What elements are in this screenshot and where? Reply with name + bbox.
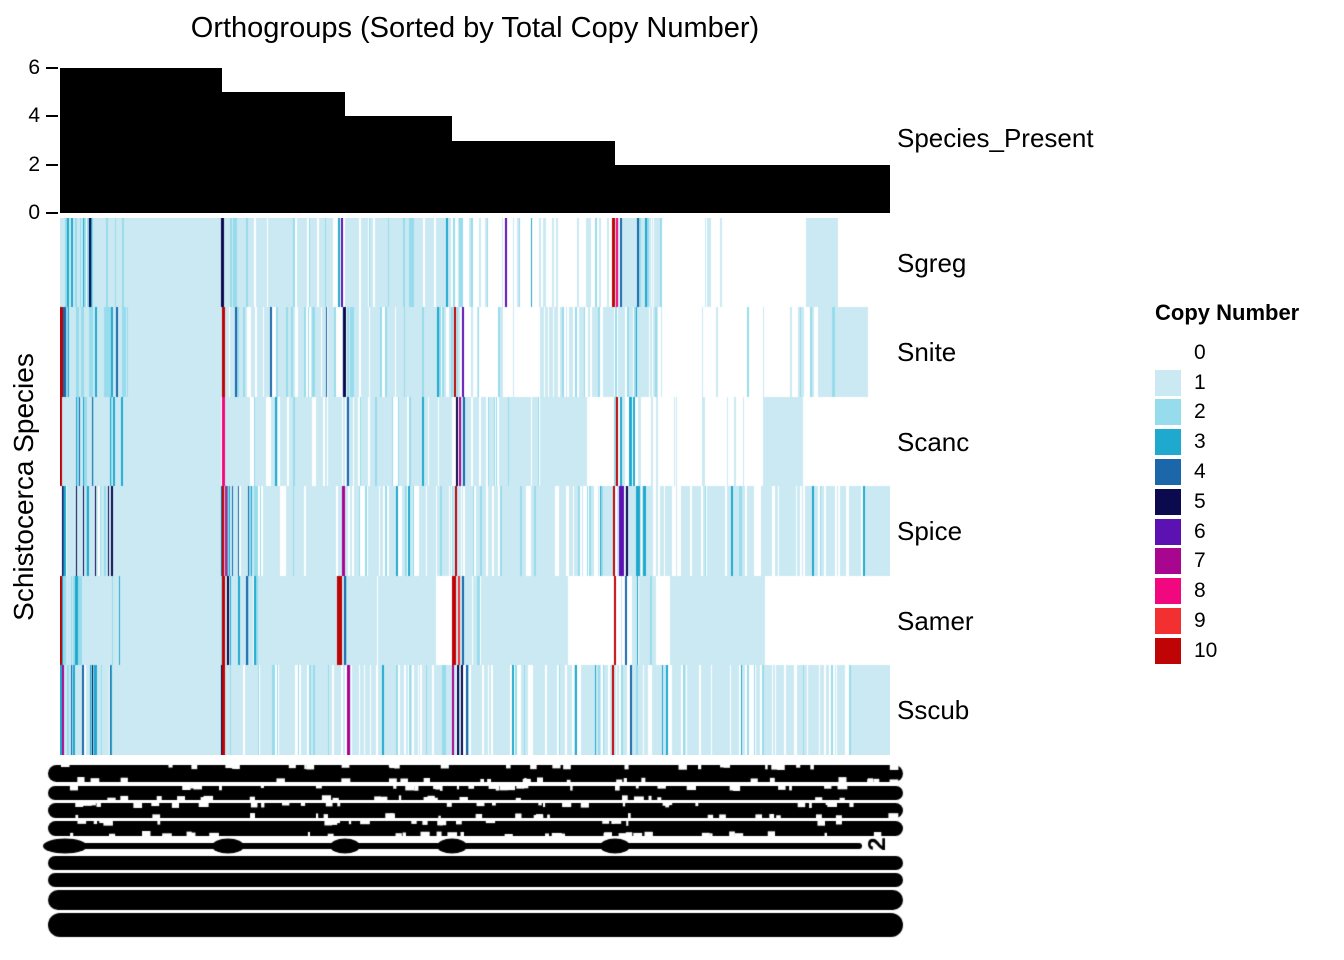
legend-entry-3: 3: [1155, 427, 1299, 457]
legend-swatch: [1155, 369, 1181, 396]
heatmap-canvas: [60, 218, 890, 755]
species-present-bar: [345, 116, 452, 213]
legend-swatch: [1155, 429, 1181, 456]
species-present-bar: [60, 68, 222, 213]
row-label-snite: Snite: [897, 337, 957, 368]
legend-swatch: [1155, 518, 1181, 545]
annotation-tick-label: 4: [28, 104, 40, 128]
legend-value: 2: [1194, 400, 1206, 424]
legend-swatch: [1155, 608, 1181, 635]
y-axis-title: Schistocerca Species: [8, 353, 39, 621]
annotation-tick-label: 6: [28, 56, 40, 79]
legend-swatch: [1155, 578, 1181, 605]
legend-entry-6: 6: [1155, 517, 1299, 547]
row-label-samer: Samer: [897, 605, 974, 636]
legend-swatch: [1155, 548, 1181, 575]
annotation-tick: [46, 163, 58, 166]
legend-swatch: [1155, 637, 1181, 664]
copy-number-legend: Copy Number 0 1 2 3 4 5 6 7 8 9 10: [1155, 300, 1299, 666]
legend-items: 0 1 2 3 4 5 6 7 8 9 10: [1155, 338, 1299, 666]
legend-value: 1: [1194, 370, 1206, 394]
legend-entry-8: 8: [1155, 576, 1299, 606]
legend-entry-7: 7: [1155, 547, 1299, 577]
legend-value: 3: [1194, 430, 1206, 454]
legend-entry-2: 2: [1155, 398, 1299, 428]
legend-value: 10: [1194, 638, 1218, 662]
row-label-spice: Spice: [897, 516, 963, 547]
legend-entry-4: 4: [1155, 457, 1299, 487]
legend-entry-1: 1: [1155, 368, 1299, 398]
legend-swatch: [1155, 339, 1181, 366]
legend-swatch: [1155, 488, 1181, 515]
annotation-label: Species_Present: [897, 123, 1094, 153]
legend-value: 0: [1194, 340, 1206, 364]
chart-title: Orthogroups (Sorted by Total Copy Number…: [190, 12, 760, 44]
row-label-scanc: Scanc: [897, 426, 970, 457]
legend-value: 9: [1194, 609, 1206, 633]
column-labels-canvas: [40, 760, 920, 950]
row-label-sscub: Sscub: [897, 695, 970, 726]
annotation-tick-label: 0: [28, 201, 40, 224]
legend-swatch: [1155, 399, 1181, 426]
annotation-tick: [46, 67, 58, 69]
legend-value: 6: [1194, 519, 1206, 543]
legend-title: Copy Number: [1155, 300, 1300, 325]
legend-swatch: [1155, 459, 1181, 486]
annotation-tick: [46, 115, 58, 118]
legend-entry-10: 10: [1155, 636, 1299, 666]
legend-value: 5: [1194, 489, 1206, 513]
legend-entry-9: 9: [1155, 606, 1299, 636]
annotation-tick: [46, 212, 58, 214]
species-present-bar: [452, 140, 615, 213]
annotation-tick-label: 2: [28, 152, 40, 176]
legend-entry-0: 0: [1155, 338, 1299, 368]
row-label-sgreg: Sgreg: [897, 247, 967, 278]
legend-value: 4: [1194, 460, 1206, 484]
legend-value: 7: [1194, 549, 1206, 573]
legend-value: 8: [1194, 579, 1206, 603]
species-present-bar: [615, 164, 890, 213]
legend-entry-5: 5: [1155, 487, 1299, 517]
species-present-barplot: [60, 68, 890, 213]
species-present-bar: [222, 92, 345, 213]
